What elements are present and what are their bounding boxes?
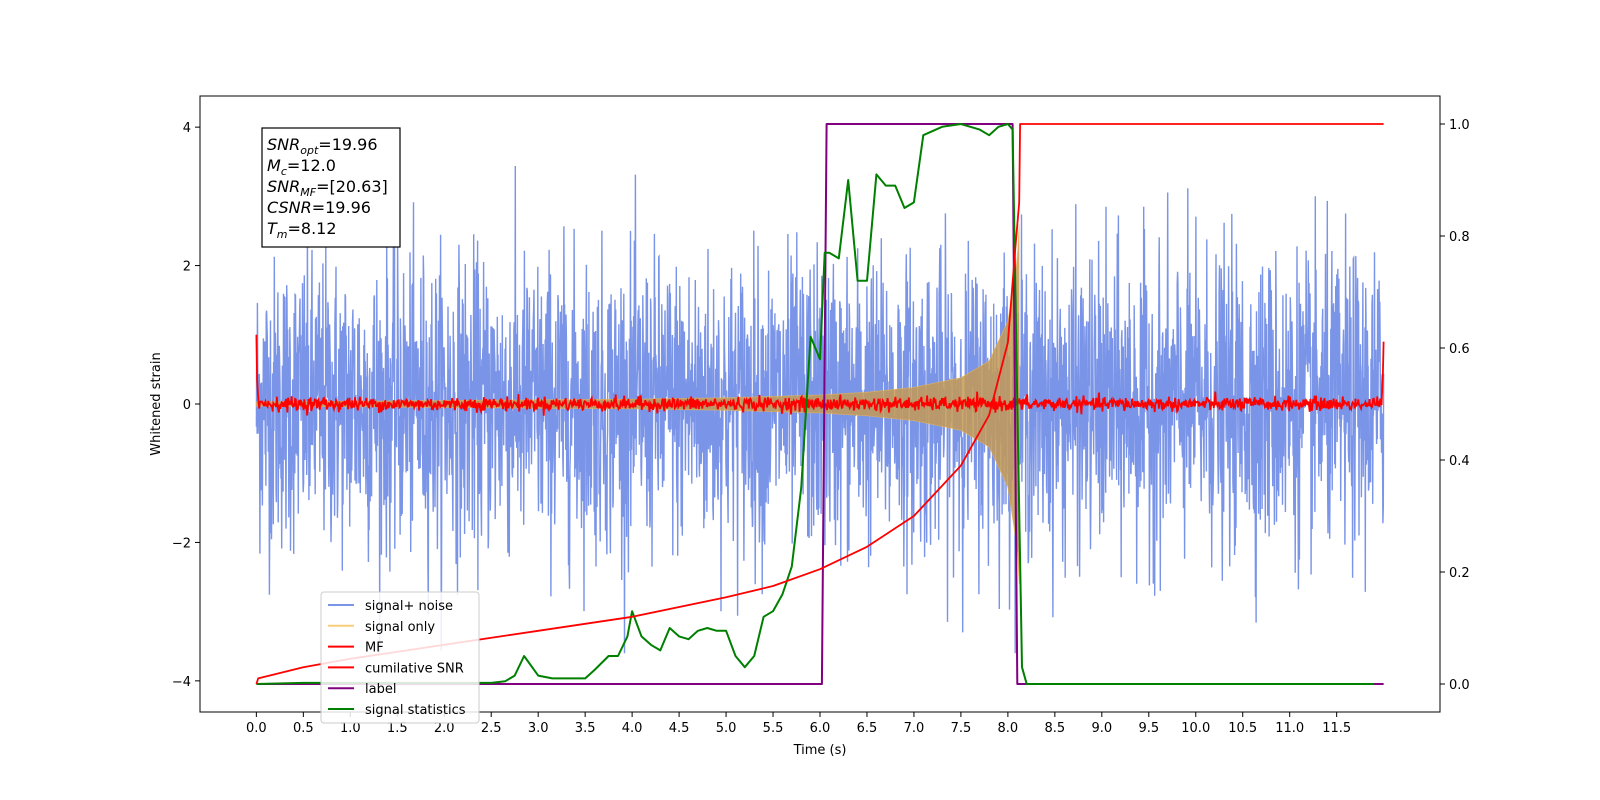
info-box-frame [261,127,401,248]
y-left-tick-label: 0 [183,398,191,413]
signal-statistics-line [256,123,1375,685]
y-left-tick-label: −2 [172,536,191,551]
y-left-tick-label: 2 [183,260,191,275]
info-box: SNRopt=19.96Mc=12.0SNRMF=[20.63]CSNR=19.… [261,127,401,248]
x-tick-label: 6.0 [810,721,831,736]
x-tick-label: 4.0 [622,721,643,736]
legend-label: cumilative SNR [365,661,464,676]
y-right-tick-label: 0.4 [1449,454,1470,469]
x-tick-label: 5.0 [716,721,737,736]
x-tick-label: 3.0 [528,721,549,736]
x-tick-label: 0.0 [246,721,267,736]
legend-label: signal statistics [365,703,466,718]
y-axis-left-ticks: 4 2 0 −2 −4 [172,121,200,690]
x-tick-label: 6.5 [857,721,878,736]
x-tick-label: 9.5 [1138,721,1159,736]
x-tick-label: 10.5 [1228,721,1257,736]
y-left-tick-label: 4 [183,121,191,136]
y-left-tick-label: −4 [172,675,191,690]
x-tick-label: 11.5 [1322,721,1351,736]
legend-label: MF [365,641,384,656]
mf-series [255,334,1385,416]
x-axis-ticks: 0.0 0.5 1.0 1.5 2.0 2.5 3.0 3.5 4.0 4.5 5.0 5.5 6.0 6… [246,712,1351,736]
x-tick-label: 10.0 [1181,721,1210,736]
info-box-line: Tm=8.12 [267,219,337,241]
legend-label: signal+ noise [365,599,453,614]
x-tick-label: 3.5 [575,721,596,736]
y-right-tick-label: 0.6 [1449,342,1470,357]
y-axis-left-label: Whitened strain [149,352,164,455]
x-tick-label: 2.5 [481,721,502,736]
x-tick-label: 8.0 [998,721,1019,736]
x-tick-label: 2.0 [434,721,455,736]
x-tick-label: 9.0 [1091,721,1112,736]
x-tick-label: 1.5 [387,721,408,736]
y-right-tick-label: 0.0 [1449,678,1470,693]
signal-plus-noise-series [255,165,1385,654]
info-box-line: Mc=12.0 [267,156,336,178]
legend: signal+ noise signal only MF cumilative SNR… [320,591,480,724]
legend-label: signal only [365,620,435,635]
x-tick-label: 11.0 [1275,721,1304,736]
x-tick-label: 4.5 [669,721,690,736]
info-box-line: SNRopt=19.96 [267,135,378,157]
y-right-tick-label: 1.0 [1449,118,1470,133]
legend-label: label [365,682,396,697]
mf-line [255,334,1385,416]
x-tick-label: 0.5 [293,721,314,736]
info-box-line: CSNR=19.96 [267,198,371,217]
x-tick-label: 5.5 [763,721,784,736]
x-tick-label: 7.5 [951,721,972,736]
signal-plus-noise-line [255,165,1385,654]
x-tick-label: 1.0 [340,721,361,736]
x-tick-label: 7.0 [904,721,925,736]
x-axis-label: Time (s) [793,743,847,758]
x-tick-label: 8.5 [1045,721,1066,736]
legend-frame [320,591,480,724]
y-right-tick-label: 0.2 [1449,566,1470,581]
y-right-tick-label: 0.8 [1449,230,1470,245]
y-axis-right-ticks: 1.0 0.8 0.6 0.4 0.2 0.0 [1440,118,1470,693]
info-box-line: SNRMF=[20.63] [267,177,388,199]
